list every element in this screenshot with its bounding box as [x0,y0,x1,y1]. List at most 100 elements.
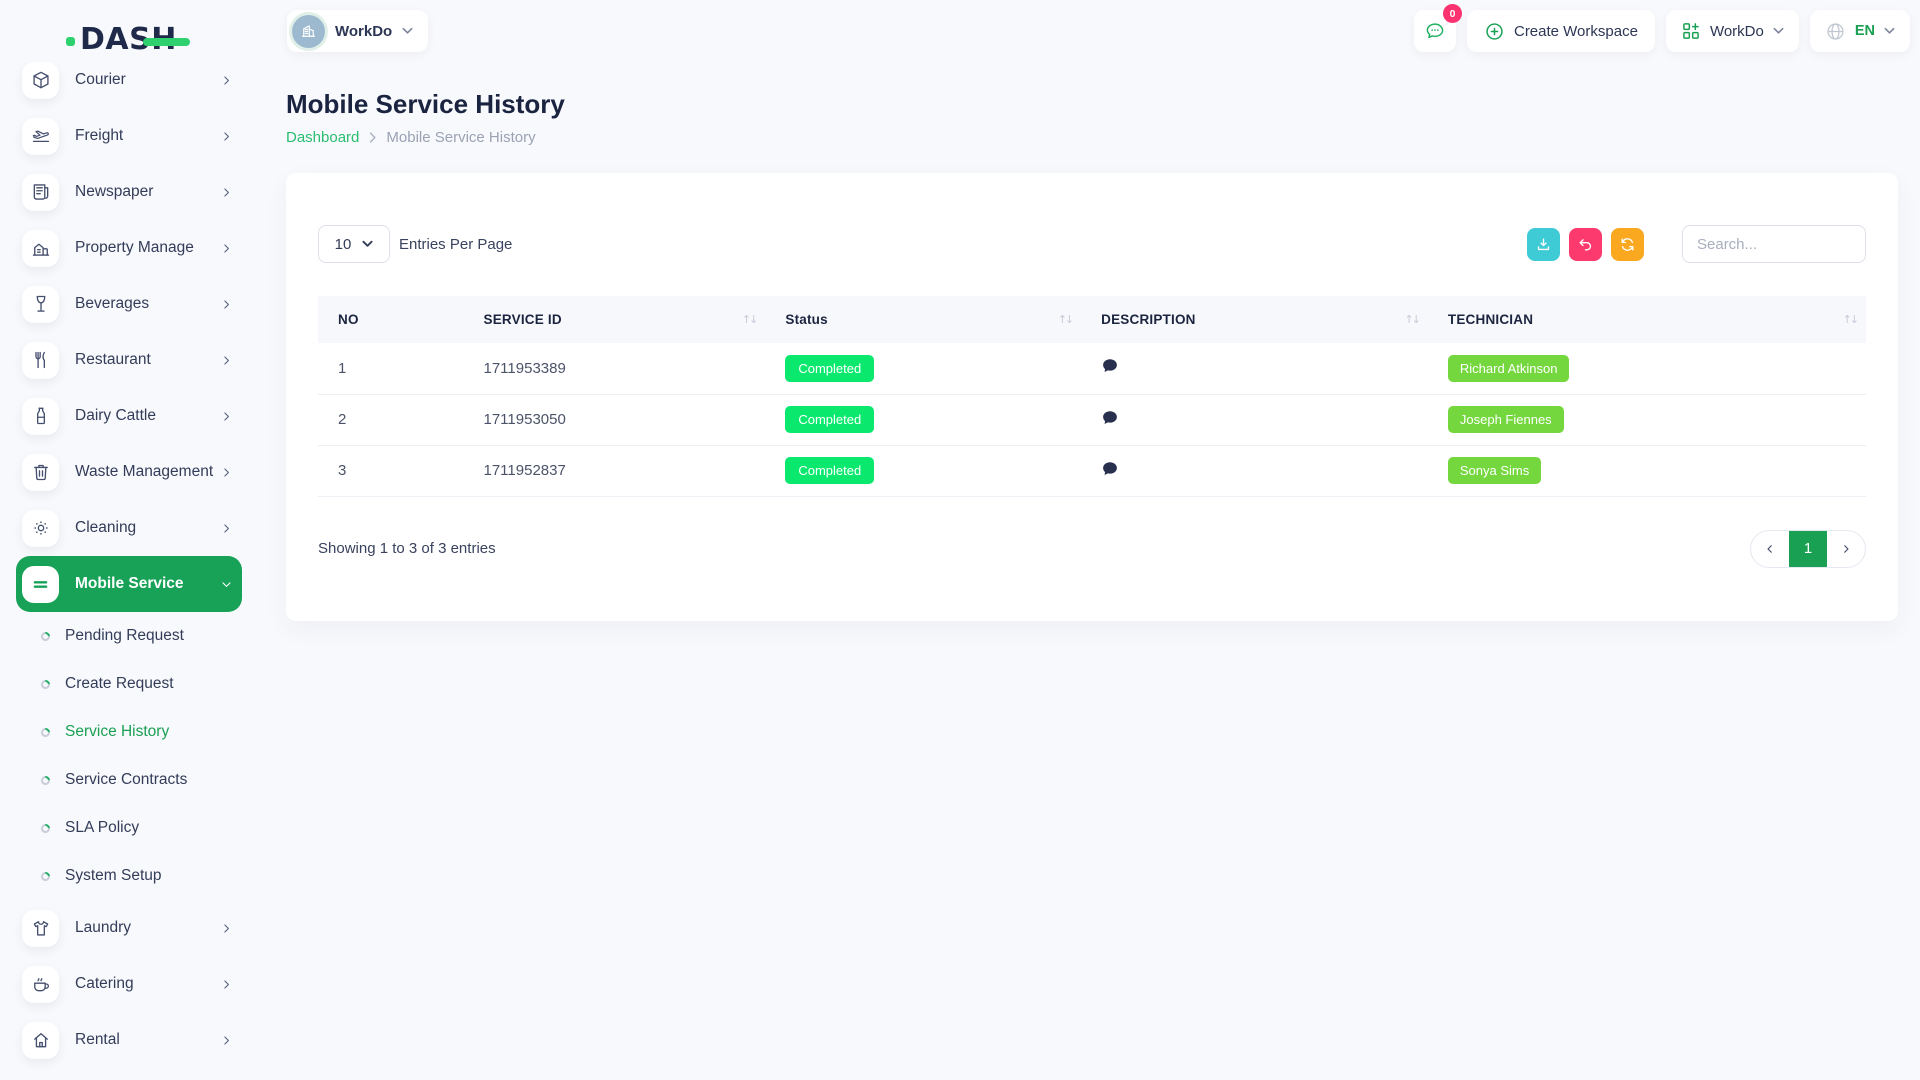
workspace-switcher[interactable]: WorkDo [287,10,429,52]
breadcrumb-dashboard-link[interactable]: Dashboard [286,129,360,146]
sidebar-item-restaurant[interactable]: Restaurant [16,332,242,388]
cell-no: 3 [318,445,464,497]
sidebar-item-beverages[interactable]: Beverages [16,276,242,332]
refresh-button[interactable] [1611,227,1644,261]
column-header-description[interactable]: DESCRIPTION [1081,296,1428,343]
topbar: DASH WorkDo 0 [0,0,1920,62]
undo-icon [1577,236,1594,253]
chevron-right-icon [220,74,233,87]
chevron-right-icon [220,410,233,423]
cell-service-id: 1711952837 [463,445,766,497]
bullet-icon [39,773,52,787]
breadcrumb-current: Mobile Service History [386,129,536,146]
sort-icon[interactable] [1843,313,1857,326]
submenu-item-create-request[interactable]: Create Request [0,660,252,708]
submenu-item-pending-request[interactable]: Pending Request [0,612,252,660]
plus-circle-icon [1484,21,1505,42]
column-header-status[interactable]: Status [765,296,1082,343]
chevron-down-icon [1884,27,1895,35]
home-icon [22,1021,59,1059]
tshirt-icon [22,909,59,947]
search-input[interactable] [1682,225,1866,263]
sidebar: Courier Freight [0,62,252,1080]
newspaper-icon [22,173,59,211]
reset-button[interactable] [1569,227,1602,261]
entries-summary: Showing 1 to 3 of 3 entries [318,540,496,557]
milk-bottle-icon [22,397,59,435]
chevron-right-icon [368,132,377,143]
chevron-right-icon [220,298,233,311]
table-row: 3 1711952837 Completed Sonya Sims [318,445,1866,497]
create-workspace-button[interactable]: Create Workspace [1466,10,1655,52]
workspace-building-icon [292,14,325,48]
speech-bubble-icon[interactable] [1101,409,1119,427]
chevron-right-icon [220,242,233,255]
sidebar-item-catering[interactable]: Catering [16,956,242,1012]
submenu-item-service-contracts[interactable]: Service Contracts [0,756,252,804]
sidebar-item-rental[interactable]: Rental [16,1012,242,1068]
table-row: 1 1711953389 Completed Richard Atkinson [318,343,1866,395]
language-dropdown[interactable]: EN [1809,10,1910,52]
cell-no: 1 [318,343,464,395]
app-switcher-dropdown[interactable]: WorkDo [1665,10,1799,52]
speech-bubble-icon[interactable] [1101,357,1119,375]
table-row: 2 1711953050 Completed Joseph Fiennes [318,394,1866,446]
previous-page-button[interactable] [1751,531,1789,567]
cell-no: 2 [318,394,464,446]
wine-glass-icon [22,285,59,323]
column-header-technician[interactable]: TECHNICIAN [1427,296,1866,343]
chevron-down-icon [362,240,373,248]
brand-logo[interactable]: DASH [66,22,206,58]
sidebar-item-freight[interactable]: Freight [16,108,242,164]
sidebar-item-dairy-cattle[interactable]: Dairy Cattle [16,388,242,444]
page-title: Mobile Service History [286,89,565,119]
speech-bubble-icon[interactable] [1101,460,1119,478]
messages-count-badge: 0 [1442,4,1462,23]
logo-dot-icon [66,37,75,46]
chevron-down-icon [1773,27,1784,35]
submenu-item-sla-policy[interactable]: SLA Policy [0,804,252,852]
entries-per-page-select[interactable]: 10 [318,225,390,263]
table-footer: Showing 1 to 3 of 3 entries 1 [318,529,1866,568]
sidebar-item-waste-management[interactable]: Waste Management [16,444,242,500]
sidebar-item-cleaning[interactable]: Cleaning [16,500,242,556]
sort-icon[interactable] [1404,313,1418,326]
sidebar-item-mobile-service[interactable]: Mobile Service [16,556,242,612]
trash-icon [22,453,59,491]
main-content: Mobile Service History Dashboard Mobile … [286,62,1898,621]
sidebar-item-property-manage[interactable]: Property Manage [16,220,242,276]
submenu-item-service-history[interactable]: Service History [0,708,252,756]
next-page-button[interactable] [1827,531,1865,567]
pagination: 1 [1750,529,1866,568]
chat-icon [1424,20,1446,42]
refresh-icon [1619,236,1636,253]
workspace-name: WorkDo [335,22,393,40]
messages-button[interactable]: 0 [1413,4,1462,52]
page-number-current[interactable]: 1 [1789,530,1827,567]
sort-icon[interactable] [742,313,756,326]
cutlery-icon [22,341,59,379]
column-header-service-id[interactable]: SERVICE ID [463,296,766,343]
chevron-down-icon [402,27,413,35]
sidebar-item-laundry[interactable]: Laundry [16,900,242,956]
language-code: EN [1854,23,1875,39]
toolbar-actions [1527,225,1866,263]
chevron-right-icon [220,922,233,935]
sidebar-item-newspaper[interactable]: Newspaper [16,164,242,220]
menu-icon [22,565,59,603]
entries-per-page-label: Entries Per Page [399,235,513,253]
cell-service-id: 1711953389 [463,343,766,395]
export-button[interactable] [1527,227,1560,261]
create-workspace-label: Create Workspace [1513,22,1638,40]
service-history-table: NO SERVICE ID Status DESCRIPTION TECHNIC… [318,296,1866,497]
grid-plus-icon [1681,21,1701,41]
chevron-down-icon [220,578,233,591]
sidebar-item-courier[interactable]: Courier [16,62,242,108]
entries-per-page-value: 10 [334,235,352,253]
bullet-icon [39,677,52,691]
status-badge: Completed [785,406,875,433]
sort-icon[interactable] [1058,313,1072,326]
building-icon [22,229,59,267]
submenu-item-system-setup[interactable]: System Setup [0,852,252,900]
column-header-no[interactable]: NO [318,296,464,343]
